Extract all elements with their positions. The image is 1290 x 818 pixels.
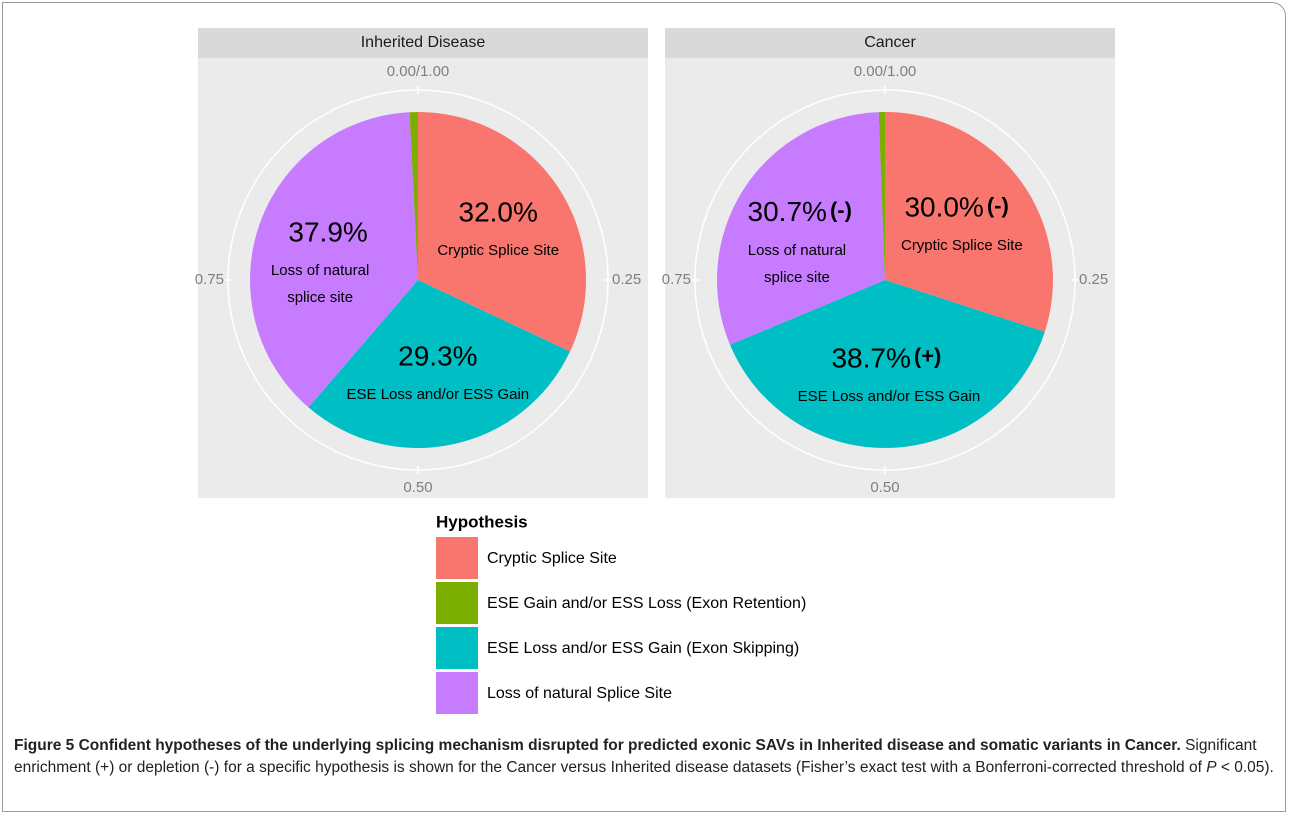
- pie-slice: [885, 112, 1053, 332]
- tick-label: 0.75: [662, 271, 691, 288]
- slice-label: ESE Loss and/or ESS Gain: [347, 386, 530, 403]
- caption-tail: < 0.05).: [1220, 759, 1274, 776]
- legend-key: [436, 537, 478, 579]
- legend-label: Loss of natural Splice Site: [487, 685, 672, 702]
- pie-slice: [418, 112, 586, 352]
- value-label: 29.3%: [398, 340, 477, 371]
- value-label: 30.7%: [748, 196, 827, 227]
- pie-slice: [409, 112, 418, 280]
- tick-label: 0.75: [195, 271, 224, 288]
- legend-label: ESE Gain and/or ESS Loss (Exon Retention…: [487, 595, 806, 612]
- legend-title: Hypothesis: [436, 512, 528, 531]
- legend-label: Cryptic Splice Site: [487, 550, 617, 567]
- significance-label: (+): [914, 344, 942, 369]
- significance-label: (-): [987, 193, 1009, 218]
- slice-label: splice site: [287, 289, 353, 306]
- tick-label: 0.50: [403, 479, 432, 496]
- legend-key: [436, 582, 478, 624]
- legend-key: [436, 672, 478, 714]
- panel-title: Inherited Disease: [361, 34, 486, 51]
- pie-slice: [717, 112, 885, 345]
- value-label: 32.0%: [459, 196, 538, 227]
- pie-slice: [249, 112, 418, 408]
- tick-label: 0.25: [612, 271, 641, 288]
- pie-slice: [878, 112, 885, 280]
- tick-label: 0.25: [1079, 271, 1108, 288]
- slice-label: Cryptic Splice Site: [437, 242, 559, 259]
- caption-body: Significant enrichment (+) or depletion …: [14, 737, 1257, 776]
- tick-label: 0.50: [870, 479, 899, 496]
- slice-label: ESE Loss and/or ESS Gain: [798, 388, 981, 405]
- pie-slice: [729, 280, 1045, 448]
- strip: [665, 28, 1115, 58]
- caption-title: Figure 5 Confident hypotheses of the und…: [14, 737, 1181, 754]
- caption-italic: P: [1206, 759, 1217, 776]
- pie-slice: [308, 280, 571, 448]
- significance-label: (-): [830, 198, 852, 223]
- tick-label: 0.00/1.00: [387, 63, 450, 80]
- panel-title: Cancer: [864, 34, 916, 51]
- chart: Hypothesis Inherited Disease 0.00/1.00 0.2…: [195, 28, 1115, 714]
- slice-label: splice site: [764, 269, 830, 286]
- slice-label: Cryptic Splice Site: [901, 237, 1023, 254]
- value-label: 38.7%: [831, 342, 910, 373]
- value-label: 30.0%: [904, 192, 983, 223]
- tick-label: 0.00/1.00: [854, 63, 917, 80]
- slice-label: Loss of natural: [748, 242, 846, 259]
- value-label: 37.9%: [288, 217, 367, 248]
- caption: Figure 5 Confident hypotheses of the und…: [14, 735, 1276, 779]
- strip: [198, 28, 648, 58]
- slice-label: Loss of natural: [271, 262, 369, 279]
- legend-label: ESE Loss and/or ESS Gain (Exon Skipping): [487, 640, 799, 657]
- legend-key: [436, 627, 478, 669]
